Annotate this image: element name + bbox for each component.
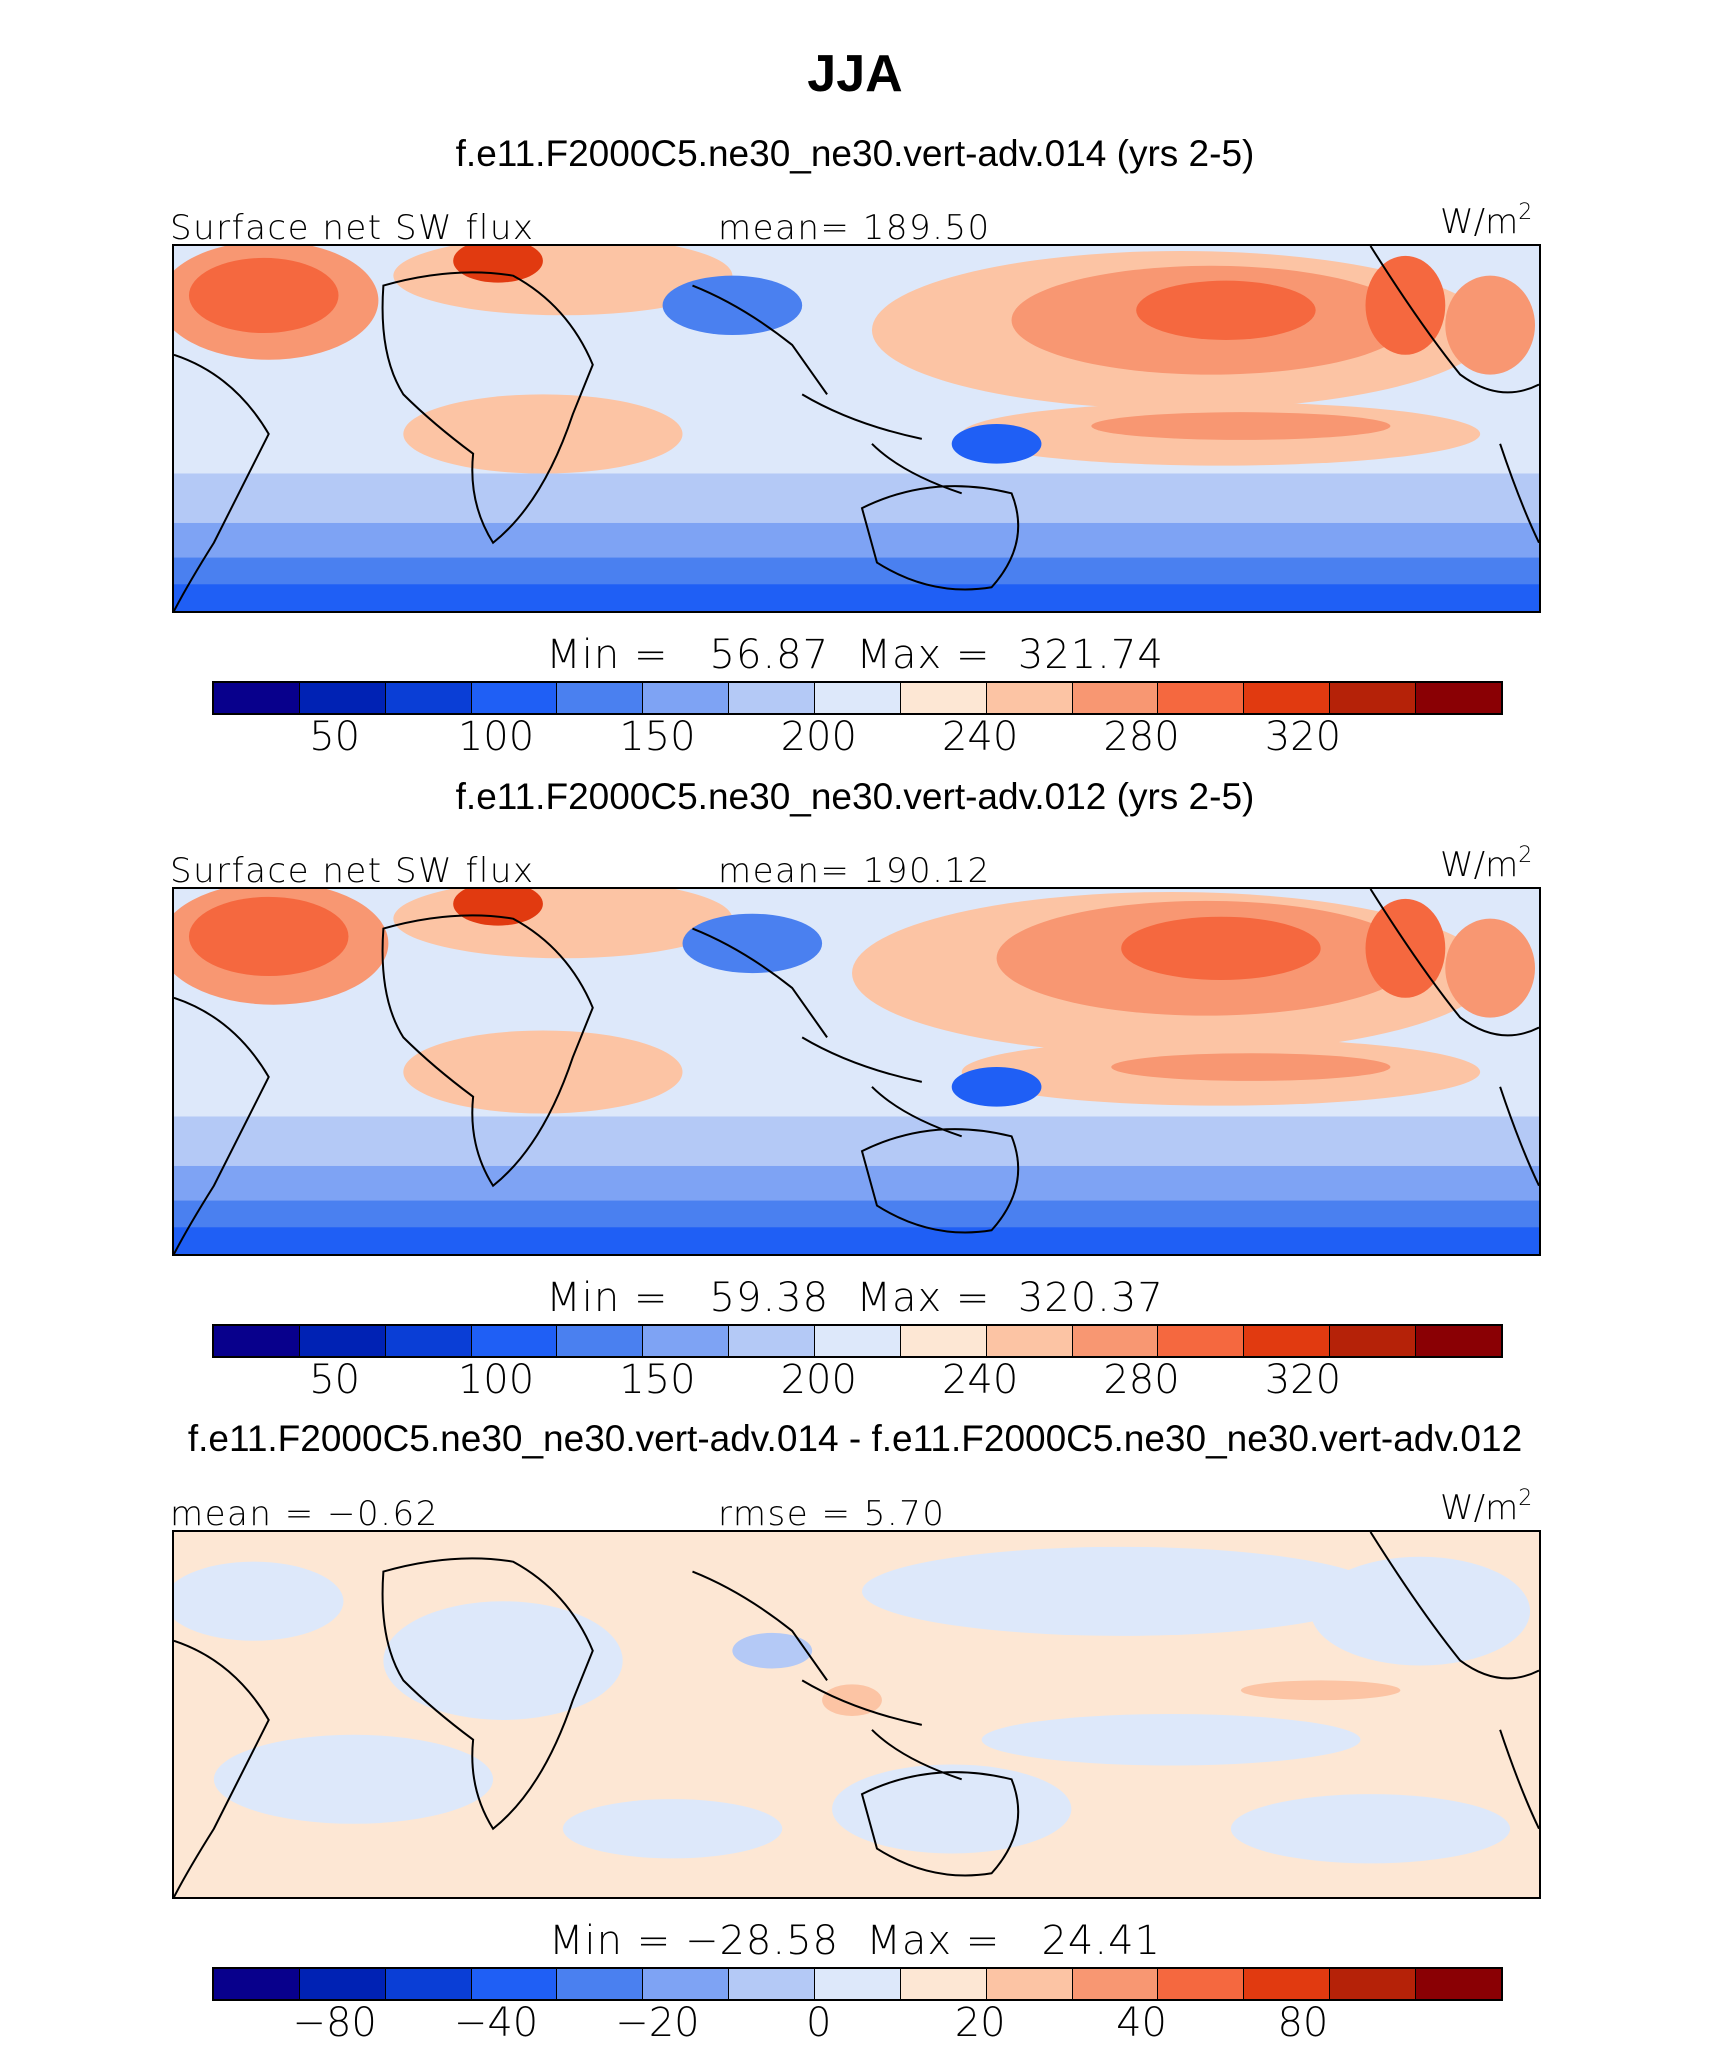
colorbar-tick: 80 (1277, 2000, 1329, 2046)
panel-2-min-max: Min = 59.38 Max = 320.37 (546, 1275, 1164, 1321)
panel-2-variable-label: Surface net SW flux (170, 851, 535, 891)
colorbar-tick: 320 (1264, 714, 1342, 760)
panel-3-rmse-label: rmse = 5.70 (718, 1494, 946, 1534)
colorbar-swatch (471, 683, 558, 713)
colorbar-tick: 100 (457, 1357, 535, 1403)
colorbar-swatch (643, 683, 730, 713)
figure-title: JJA (807, 45, 903, 103)
colorbar-swatch (557, 1326, 644, 1356)
colorbar-swatch (1158, 683, 1245, 713)
colorbar-tick: 50 (309, 714, 361, 760)
panel-1-colorbar (212, 681, 1503, 715)
panel-1-mean-label: mean= 189.50 (718, 208, 991, 248)
colorbar-swatch (385, 1326, 472, 1356)
colorbar-swatch (986, 1326, 1073, 1356)
panel-1-variable-label: Surface net SW flux (170, 208, 535, 248)
colorbar-tick: −40 (453, 2000, 539, 2046)
colorbar-swatch (1416, 683, 1501, 713)
colorbar-swatch (1244, 1969, 1331, 1999)
colorbar-tick: 150 (619, 1357, 696, 1403)
colorbar-swatch (986, 1969, 1073, 1999)
colorbar-swatch (1416, 1969, 1501, 1999)
panel-3-colorbar (212, 1967, 1503, 2001)
colorbar-swatch (1330, 683, 1417, 713)
colorbar-swatch (815, 1326, 901, 1356)
colorbar-tick: 240 (941, 714, 1019, 760)
colorbar-tick: 0 (806, 2000, 832, 2046)
colorbar-tick: 20 (954, 2000, 1006, 2046)
panel-2-colorbar-ticks: 50 100 150 200 240 280 320 (212, 1357, 1503, 1403)
colorbar-swatch (299, 1326, 386, 1356)
colorbar-swatch (1158, 1969, 1245, 1999)
colorbar-swatch (1416, 1326, 1501, 1356)
panel-2-map (172, 887, 1541, 1256)
colorbar-tick: 40 (1116, 2000, 1167, 2046)
colorbar-swatch (1330, 1969, 1417, 1999)
colorbar-swatch (471, 1969, 558, 1999)
colorbar-tick: 100 (457, 714, 535, 760)
colorbar-swatch (385, 1969, 472, 1999)
panel-3-map (172, 1530, 1541, 1899)
colorbar-swatch (815, 683, 901, 713)
colorbar-swatch (1158, 1326, 1245, 1356)
colorbar-swatch (900, 683, 987, 713)
colorbar-tick: −20 (615, 2000, 700, 2046)
panel-3-units: W/m2 (1440, 1486, 1533, 1528)
colorbar-swatch (729, 1969, 816, 1999)
colorbar-tick: 280 (1103, 714, 1180, 760)
colorbar-swatch (1244, 683, 1331, 713)
colorbar-swatch (1072, 1969, 1159, 1999)
colorbar-tick: 150 (619, 714, 696, 760)
panel-2-run-title: f.e11.F2000C5.ne30_ne30.vert-adv.012 (yr… (455, 776, 1255, 817)
colorbar-swatch (900, 1969, 987, 1999)
panel-2-units: W/m2 (1440, 843, 1533, 885)
panel-3-min-max: Min = −28.58 Max = 24.41 (549, 1918, 1161, 1964)
colorbar-swatch (900, 1326, 987, 1356)
colorbar-swatch (729, 683, 816, 713)
colorbar-tick: 280 (1103, 1357, 1180, 1403)
colorbar-swatch (1072, 1326, 1159, 1356)
colorbar-swatch (729, 1326, 816, 1356)
colorbar-swatch (214, 1969, 300, 1999)
colorbar-swatch (557, 683, 644, 713)
colorbar-tick: −80 (292, 2000, 377, 2046)
panel-1-min-max: Min = 56.87 Max = 321.74 (546, 632, 1164, 678)
colorbar-tick: 240 (941, 1357, 1019, 1403)
colorbar-tick: 320 (1264, 1357, 1342, 1403)
panel-1-units: W/m2 (1440, 200, 1533, 242)
colorbar-swatch (471, 1326, 558, 1356)
colorbar-swatch (1072, 683, 1159, 713)
colorbar-swatch (385, 683, 472, 713)
colorbar-swatch (643, 1326, 730, 1356)
colorbar-swatch (299, 683, 386, 713)
panel-3-run-title: f.e11.F2000C5.ne30_ne30.vert-adv.014 - f… (187, 1418, 1523, 1459)
colorbar-tick: 200 (780, 1357, 857, 1403)
colorbar-tick: 50 (309, 1357, 361, 1403)
panel-2-colorbar (212, 1324, 1503, 1358)
colorbar-swatch (1330, 1326, 1417, 1356)
colorbar-swatch (214, 683, 300, 713)
panel-2-mean-label: mean= 190.12 (718, 851, 991, 891)
colorbar-swatch (557, 1969, 644, 1999)
colorbar-tick: 200 (780, 714, 857, 760)
colorbar-swatch (214, 1326, 300, 1356)
panel-1-colorbar-ticks: 50 100 150 200 240 280 320 (212, 714, 1503, 760)
panel-3-colorbar-ticks: −80 −40 −20 0 20 40 80 (212, 2000, 1503, 2046)
colorbar-swatch (643, 1969, 730, 1999)
colorbar-swatch (1244, 1326, 1331, 1356)
panel-3-mean-label: mean = −0.62 (170, 1494, 439, 1534)
panel-1-run-title: f.e11.F2000C5.ne30_ne30.vert-adv.014 (yr… (455, 133, 1255, 174)
colorbar-swatch (986, 683, 1073, 713)
panel-1-map (172, 244, 1541, 613)
colorbar-swatch (299, 1969, 386, 1999)
colorbar-swatch (815, 1969, 901, 1999)
